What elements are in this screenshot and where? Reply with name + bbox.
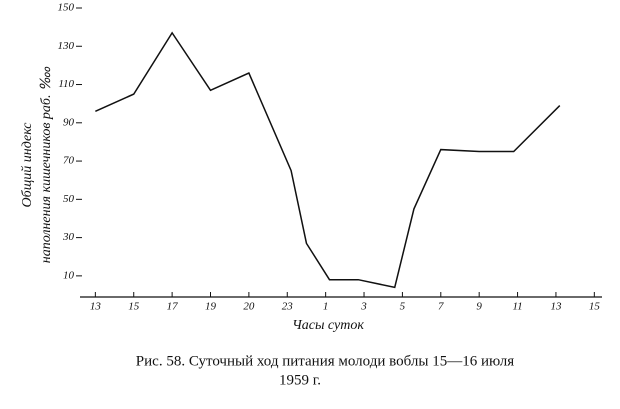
y-tick-label: 10 — [63, 269, 75, 281]
y-tick-label: 70 — [63, 155, 75, 167]
x-tick-label: 5 — [400, 301, 406, 313]
x-tick-label: 13 — [550, 301, 562, 313]
y-axis-label: наполнения кишечников раб. ‱ — [39, 66, 54, 263]
x-tick-label: 19 — [205, 301, 217, 313]
x-tick-label: 23 — [282, 301, 294, 313]
x-axis-label: Часы суток — [292, 318, 364, 333]
x-tick-label: 20 — [243, 301, 255, 313]
y-axis-label: Общий индекс — [20, 122, 35, 208]
x-tick-label: 11 — [512, 301, 522, 313]
y-tick-label: 130 — [58, 40, 75, 52]
y-tick-label: 30 — [62, 231, 75, 243]
y-tick-label: 110 — [58, 78, 74, 90]
y-tick-label: 150 — [58, 2, 75, 14]
line — [95, 31, 561, 289]
x-tick-label: 17 — [167, 301, 179, 313]
caption: 1959 г. — [279, 372, 321, 388]
y-tick-label: 50 — [63, 193, 75, 205]
x-tick-label: 3 — [360, 301, 367, 313]
caption: Рис. 58. Суточный ход питания молоди воб… — [136, 353, 514, 369]
x-tick-label: 15 — [589, 301, 601, 313]
x-tick-label: 9 — [476, 301, 482, 313]
x-tick-label: 1 — [323, 301, 329, 313]
x-tick-label: 7 — [438, 301, 444, 313]
y-tick-label: 90 — [63, 116, 75, 128]
x-tick-label: 15 — [128, 301, 140, 313]
x-tick-label: 13 — [90, 301, 102, 313]
